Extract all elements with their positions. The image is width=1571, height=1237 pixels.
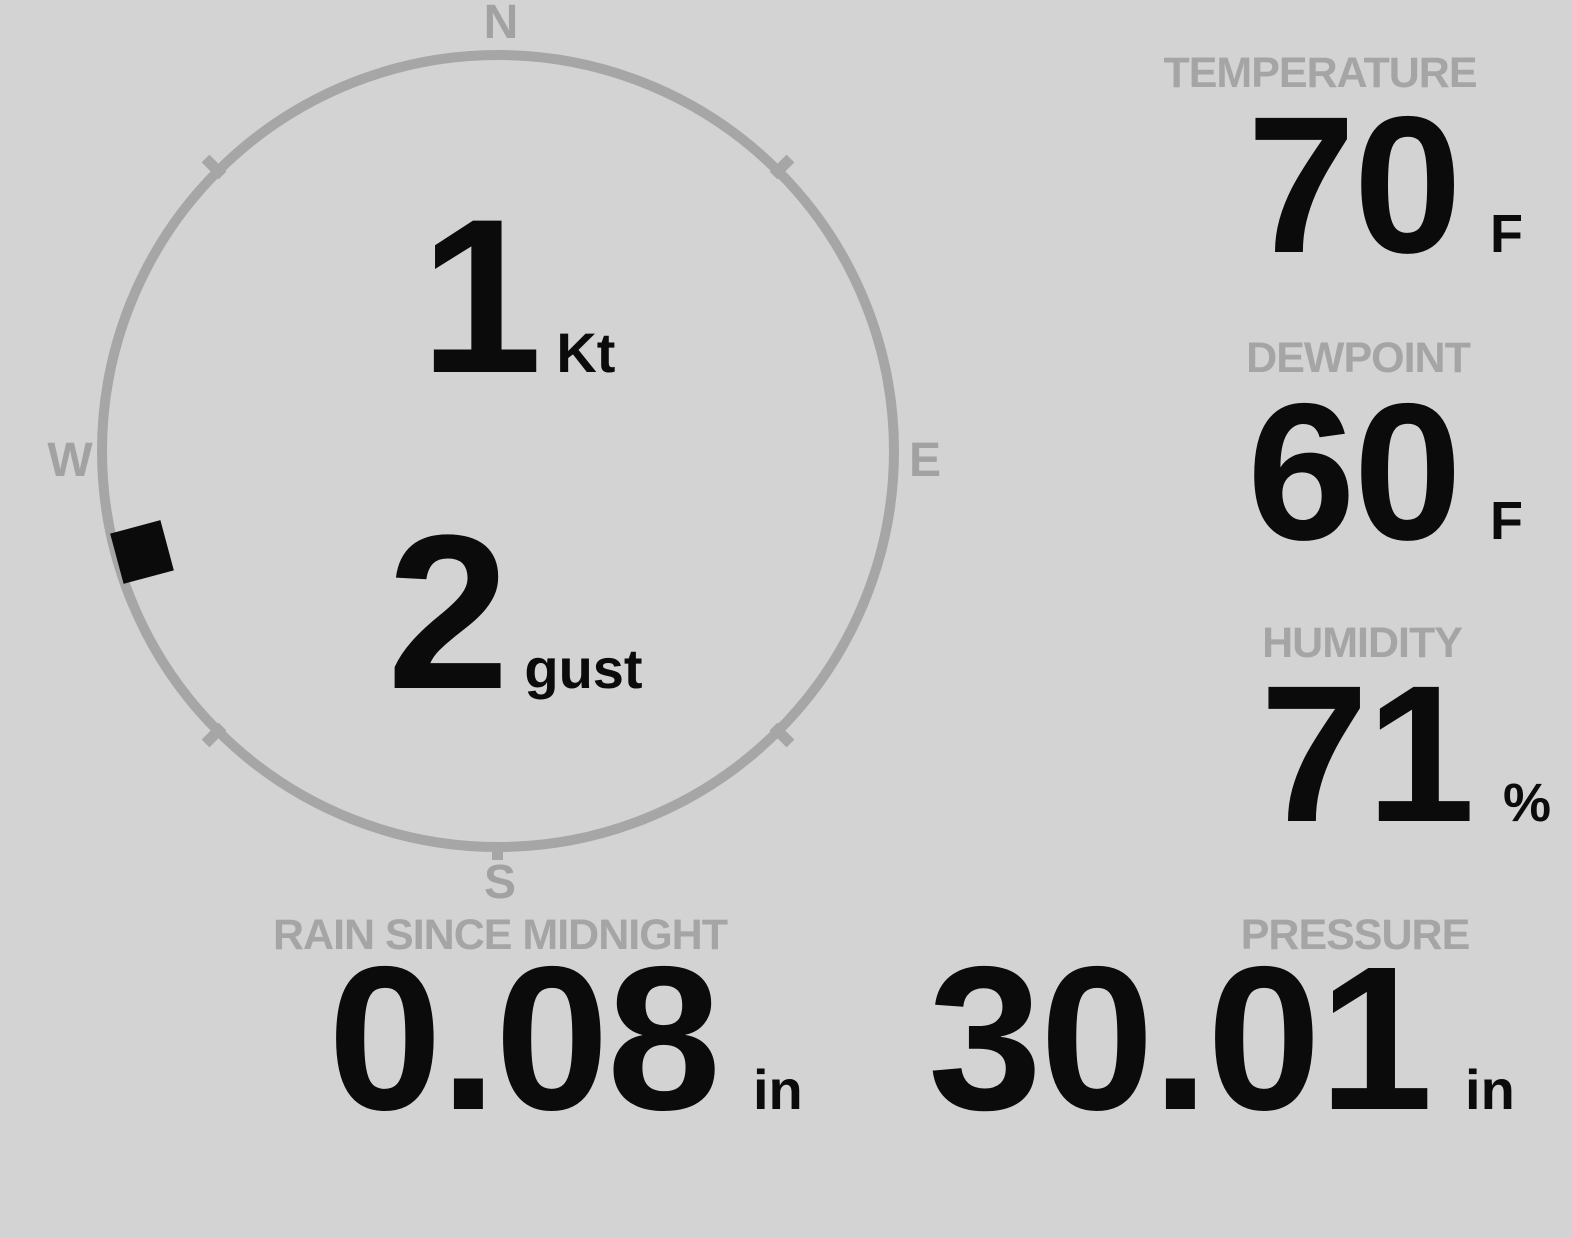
compass-east-label: E xyxy=(908,434,942,487)
humidity-label: HUMIDITY xyxy=(1262,619,1463,667)
wind-speed-reading: 1 Kt xyxy=(420,186,615,406)
dewpoint-reading: 60 F xyxy=(1247,375,1523,570)
compass-west-label: W xyxy=(47,434,93,487)
temperature-reading: 70 F xyxy=(1247,88,1523,283)
compass-south-label: S xyxy=(483,856,517,909)
wind-gust-unit: gust xyxy=(524,637,643,700)
dewpoint-unit: F xyxy=(1490,491,1523,551)
rain-since-midnight-unit: in xyxy=(753,1058,803,1121)
dewpoint-value: 60 xyxy=(1247,363,1462,581)
wind-speed-value: 1 xyxy=(420,173,542,419)
rain-since-midnight-reading: 0.08 in xyxy=(328,936,803,1141)
compass-tick-south xyxy=(492,845,503,860)
rain-since-midnight-label: RAIN SINCE MIDNIGHT xyxy=(273,911,728,959)
dewpoint-label: DEWPOINT xyxy=(1246,334,1471,382)
humidity-value: 71 xyxy=(1260,645,1475,863)
humidity-reading: 71 % xyxy=(1260,657,1551,852)
temperature-unit: F xyxy=(1490,204,1523,264)
wind-speed-unit: Kt xyxy=(556,321,616,384)
humidity-unit: % xyxy=(1502,773,1551,833)
wind-gust-value: 2 xyxy=(387,489,509,735)
pressure-reading: 30.01 in xyxy=(928,936,1515,1141)
rain-since-midnight-value: 0.08 xyxy=(328,924,721,1153)
pressure-value: 30.01 xyxy=(928,924,1433,1153)
pressure-unit: in xyxy=(1465,1058,1515,1121)
compass-north-label: N xyxy=(483,0,519,49)
temperature-label: TEMPERATURE xyxy=(1163,49,1477,97)
pressure-label: PRESSURE xyxy=(1240,911,1471,959)
compass-tick-se xyxy=(769,722,795,748)
wind-gust-reading: 2 gust xyxy=(387,502,643,722)
temperature-value: 70 xyxy=(1247,76,1462,294)
